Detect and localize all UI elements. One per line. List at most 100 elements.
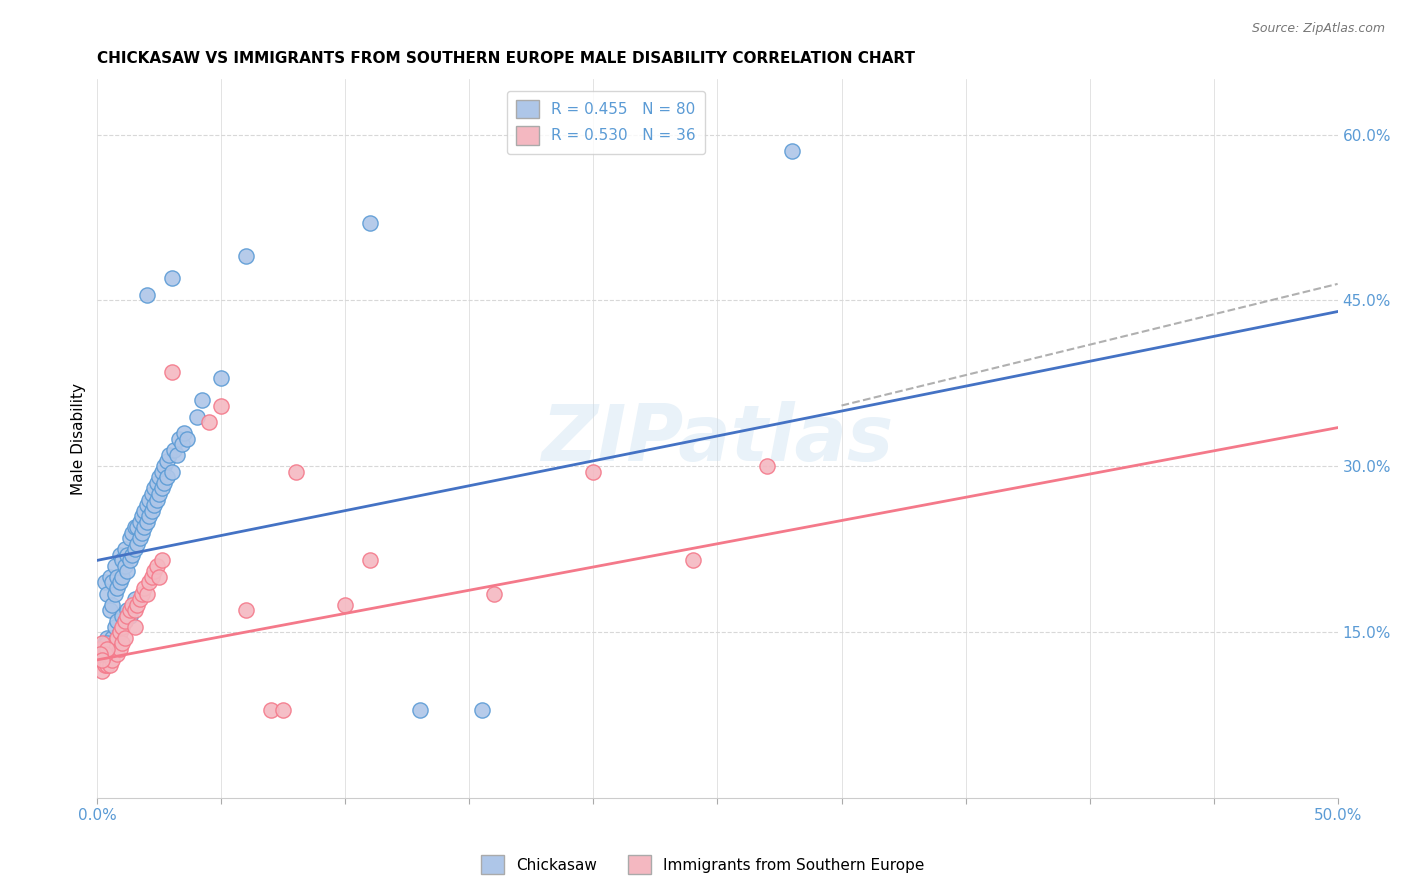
- Point: [150, 482, 173, 496]
- Point: [156, 454, 179, 468]
- Point: [148, 487, 170, 501]
- Point: [96, 648, 118, 662]
- Point: [111, 636, 134, 650]
- Point: [335, 598, 357, 612]
- Point: [209, 371, 232, 385]
- Point: [143, 565, 166, 579]
- Point: [96, 641, 118, 656]
- Point: [94, 653, 117, 667]
- Point: [89, 641, 111, 656]
- Point: [138, 492, 160, 507]
- Point: [143, 498, 166, 512]
- Point: [111, 570, 134, 584]
- Point: [121, 525, 143, 540]
- Point: [134, 520, 156, 534]
- Point: [138, 509, 160, 524]
- Point: [141, 503, 163, 517]
- Point: [118, 608, 141, 623]
- Point: [98, 570, 121, 584]
- Point: [115, 548, 138, 562]
- Legend: R = 0.455   N = 80, R = 0.530   N = 36: R = 0.455 N = 80, R = 0.530 N = 36: [506, 91, 704, 153]
- Point: [150, 553, 173, 567]
- Point: [124, 620, 146, 634]
- Point: [409, 703, 432, 717]
- Point: [166, 448, 188, 462]
- Point: [131, 509, 153, 524]
- Point: [115, 603, 138, 617]
- Point: [91, 648, 114, 662]
- Point: [94, 648, 117, 662]
- Point: [131, 586, 153, 600]
- Point: [143, 482, 166, 496]
- Point: [89, 653, 111, 667]
- Point: [157, 448, 180, 462]
- Point: [101, 641, 124, 656]
- Point: [167, 432, 190, 446]
- Point: [94, 636, 117, 650]
- Point: [111, 608, 134, 623]
- Point: [131, 525, 153, 540]
- Point: [98, 658, 121, 673]
- Point: [235, 249, 257, 263]
- Text: ZIPatlas: ZIPatlas: [541, 401, 894, 476]
- Point: [484, 586, 506, 600]
- Point: [114, 614, 136, 628]
- Y-axis label: Male Disability: Male Disability: [72, 383, 86, 495]
- Point: [471, 703, 494, 717]
- Point: [125, 598, 148, 612]
- Point: [136, 498, 159, 512]
- Point: [148, 470, 170, 484]
- Point: [160, 365, 183, 379]
- Point: [96, 586, 118, 600]
- Point: [114, 614, 136, 628]
- Point: [105, 581, 128, 595]
- Point: [134, 503, 156, 517]
- Point: [125, 537, 148, 551]
- Point: [118, 603, 141, 617]
- Point: [104, 586, 127, 600]
- Point: [124, 603, 146, 617]
- Point: [108, 548, 131, 562]
- Point: [91, 648, 114, 662]
- Text: CHICKASAW VS IMMIGRANTS FROM SOUTHERN EUROPE MALE DISABILITY CORRELATION CHART: CHICKASAW VS IMMIGRANTS FROM SOUTHERN EU…: [97, 51, 915, 66]
- Point: [89, 648, 111, 662]
- Point: [101, 653, 124, 667]
- Point: [124, 542, 146, 557]
- Point: [173, 426, 195, 441]
- Point: [98, 641, 121, 656]
- Point: [582, 465, 605, 479]
- Point: [124, 592, 146, 607]
- Point: [94, 641, 117, 656]
- Point: [96, 631, 118, 645]
- Point: [128, 531, 150, 545]
- Point: [186, 409, 208, 424]
- Point: [104, 620, 127, 634]
- Point: [101, 575, 124, 590]
- Point: [121, 548, 143, 562]
- Point: [121, 598, 143, 612]
- Point: [146, 492, 169, 507]
- Point: [94, 575, 117, 590]
- Point: [108, 625, 131, 640]
- Point: [235, 603, 257, 617]
- Point: [148, 570, 170, 584]
- Point: [134, 581, 156, 595]
- Point: [125, 520, 148, 534]
- Point: [104, 558, 127, 573]
- Point: [153, 475, 176, 490]
- Point: [118, 531, 141, 545]
- Point: [141, 570, 163, 584]
- Point: [359, 553, 381, 567]
- Point: [209, 399, 232, 413]
- Point: [114, 558, 136, 573]
- Point: [359, 216, 381, 230]
- Point: [96, 658, 118, 673]
- Point: [105, 570, 128, 584]
- Point: [118, 553, 141, 567]
- Point: [170, 437, 193, 451]
- Point: [101, 631, 124, 645]
- Point: [756, 459, 779, 474]
- Point: [146, 475, 169, 490]
- Point: [190, 392, 212, 407]
- Point: [273, 703, 295, 717]
